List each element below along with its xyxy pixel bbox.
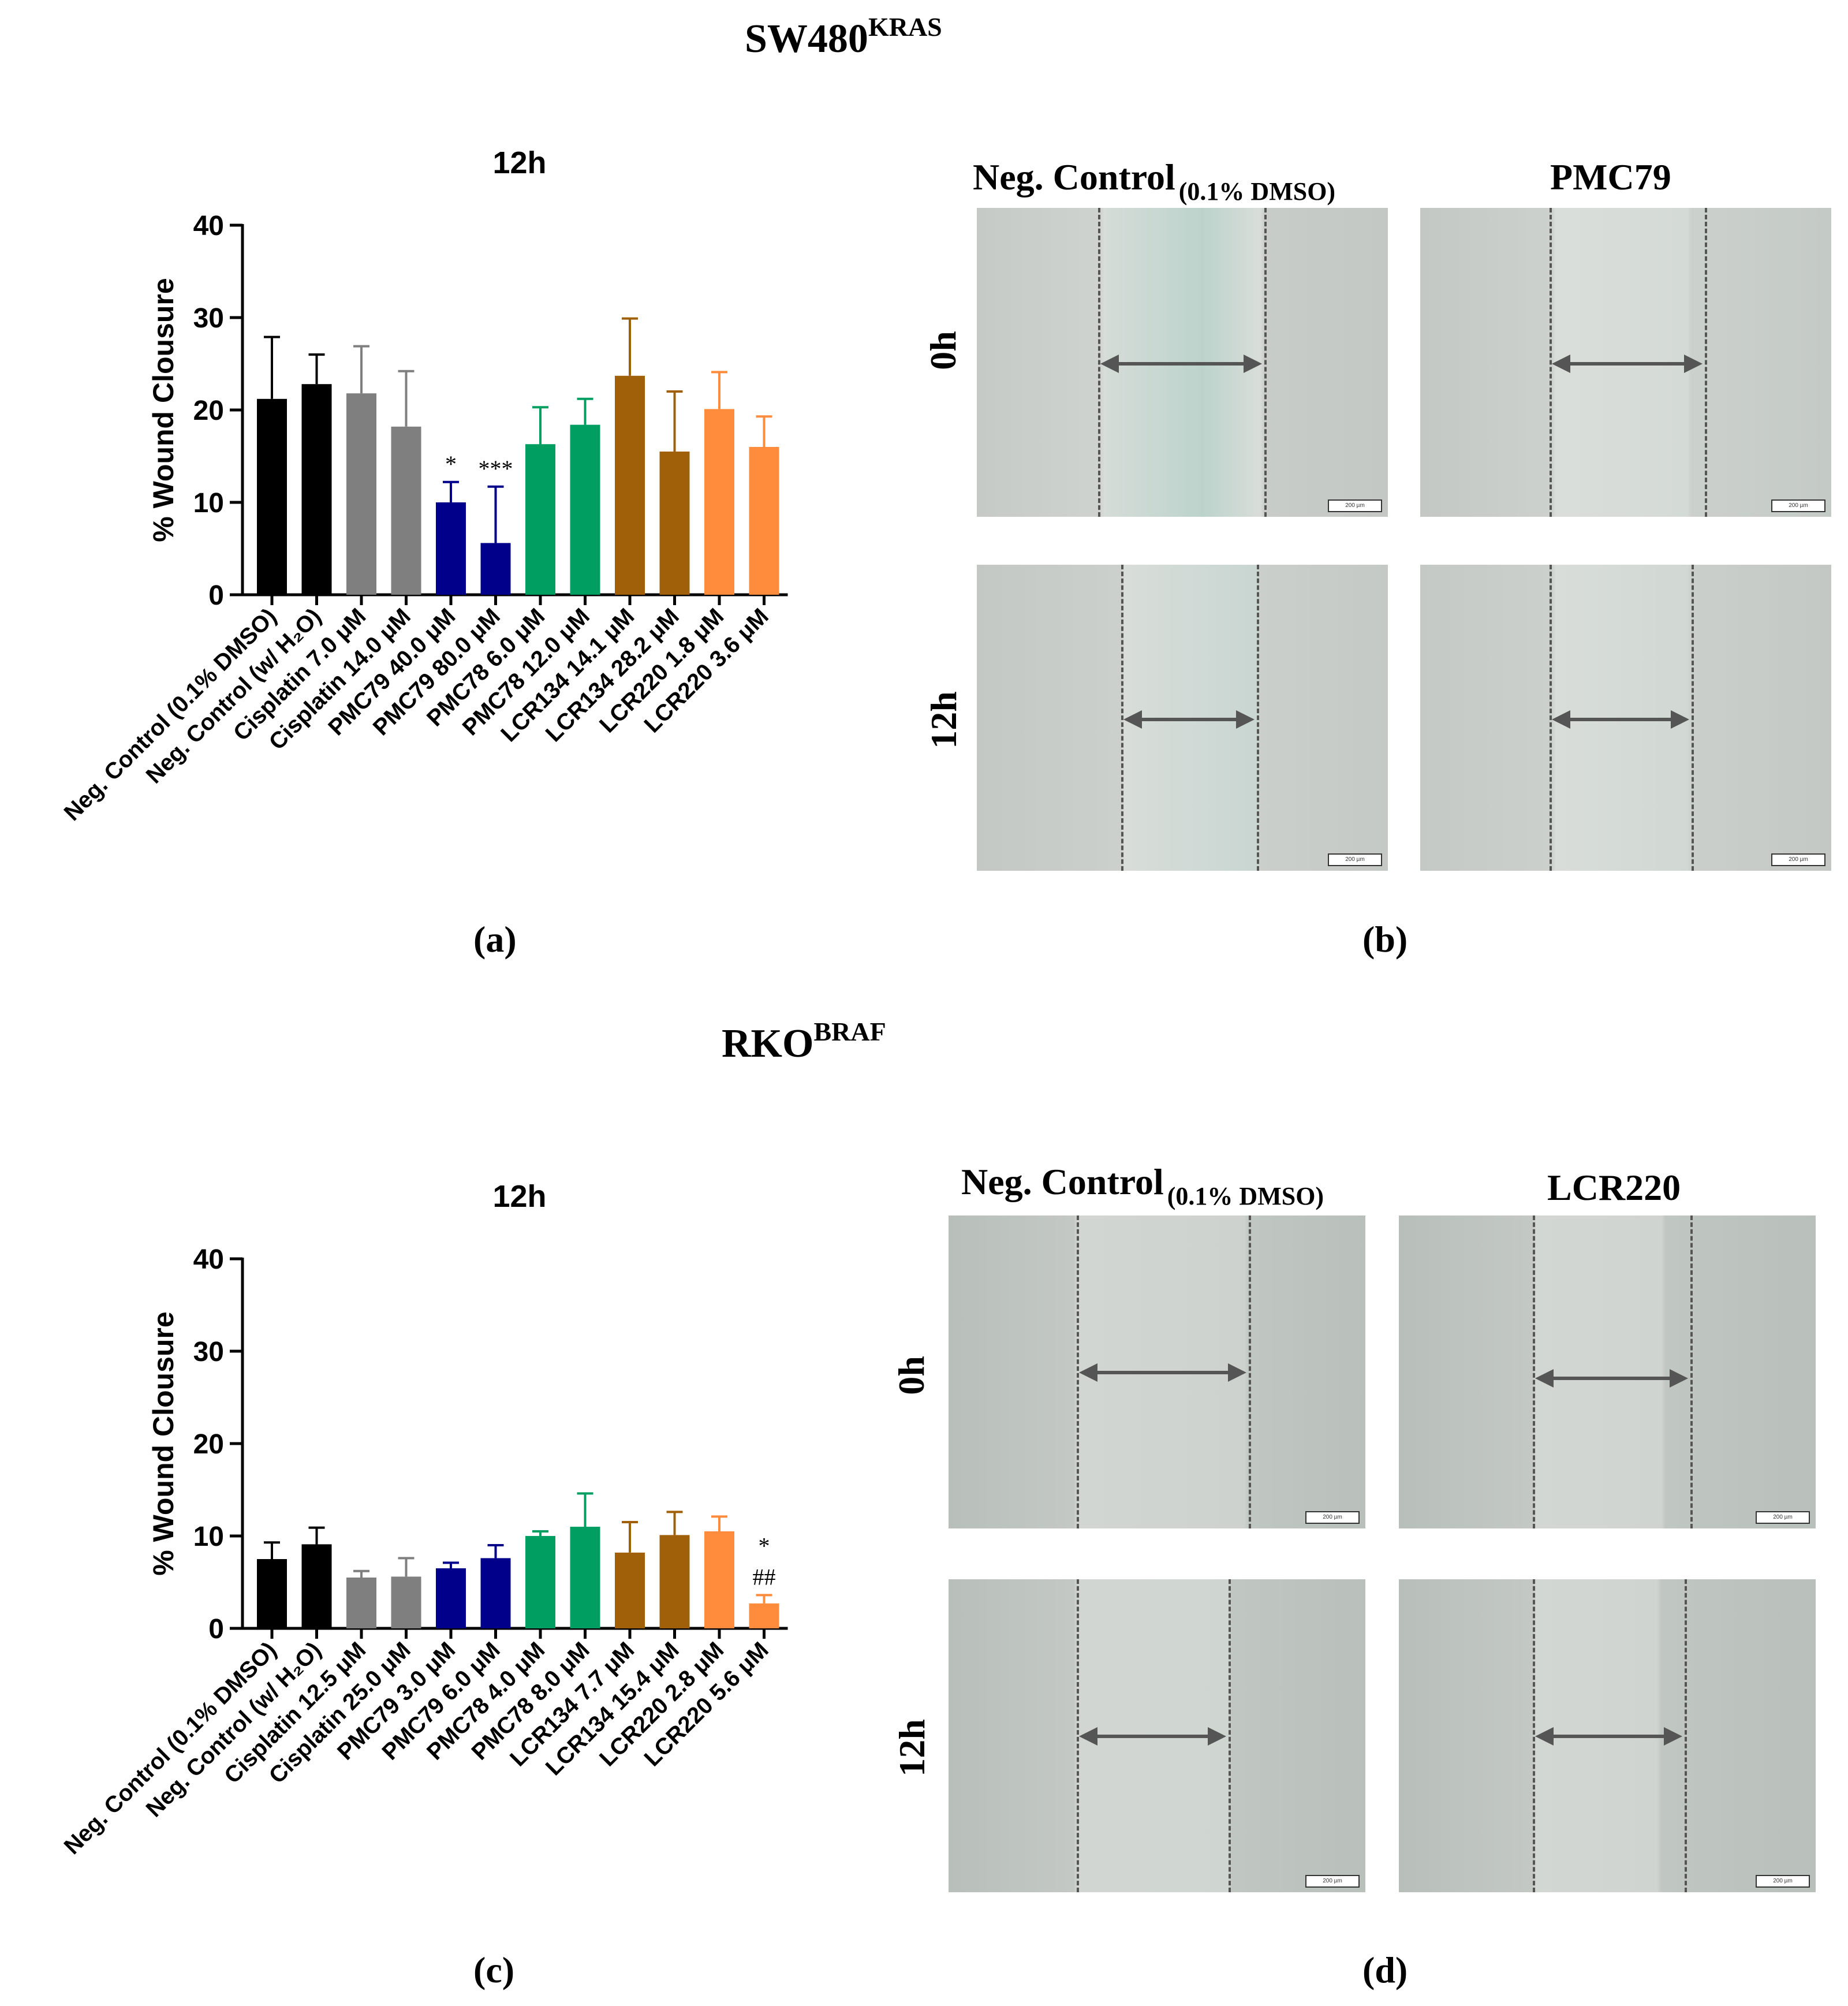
bar <box>480 1558 511 1628</box>
bar <box>525 444 555 595</box>
bar <box>749 1603 779 1628</box>
micrograph-rko-lcr220-12h: 200 µm <box>1399 1579 1816 1892</box>
section-title-sw480: SW480KRAS <box>745 12 942 61</box>
row-label-12h-1: 12h <box>923 691 964 749</box>
chart-title: 12h <box>492 1179 546 1214</box>
bar <box>257 398 287 595</box>
micro-title-pmc79: PMC79 <box>1550 156 1671 197</box>
bar-chart-rko: 12h % Wound Clousure 0 10 20 30 40 Neg. Control… <box>59 1179 788 1859</box>
panel-label-c: (c) <box>473 1949 515 1990</box>
bar <box>301 384 332 595</box>
panel-label-b: (b) <box>1362 919 1408 960</box>
y-tick-label: 20 <box>193 396 224 426</box>
bar <box>391 426 421 595</box>
y-axis-label: % Wound Clousure <box>147 1311 180 1575</box>
significance-annotation: * <box>759 1533 770 1558</box>
bar <box>704 1531 734 1628</box>
bar <box>659 452 690 595</box>
scale-bar: 200 µm <box>1756 1875 1810 1888</box>
micrograph-sw480-pmc79-12h: 200 µm <box>1420 565 1831 871</box>
bar <box>525 1536 555 1628</box>
y-tick-label: 0 <box>208 580 224 611</box>
bar <box>346 1578 376 1628</box>
chart-title: 12h <box>492 146 546 180</box>
micro-title-neg-control-2: Neg. Control (0.1% DMSO) <box>961 1161 1324 1210</box>
bar <box>257 1559 287 1628</box>
scale-bar: 200 µm <box>1328 499 1382 512</box>
significance-annotation: * <box>445 451 457 477</box>
section-title-rko: RKOBRAF <box>722 1017 886 1066</box>
x-tick-label: Neg. Control (w/ H₂O) <box>141 1637 326 1822</box>
bar <box>346 393 376 595</box>
y-axis-label: % Wound Clousure <box>147 278 180 542</box>
micro-title-lcr220: LCR220 <box>1547 1167 1681 1208</box>
bar <box>704 409 734 595</box>
panel-label-a: (a) <box>473 919 517 960</box>
bar <box>615 1552 645 1628</box>
micrograph-rko-lcr220-0h: 200 µm <box>1399 1215 1816 1528</box>
y-tick-label: 20 <box>193 1429 224 1460</box>
y-tick-label: 30 <box>193 303 224 334</box>
scale-bar: 200 µm <box>1328 853 1382 866</box>
micro-title-neg-control-1: Neg. Control (0.1% DMSO) <box>973 156 1336 206</box>
bar <box>749 447 779 595</box>
scale-bar: 200 µm <box>1305 1875 1360 1888</box>
scale-bar: 200 µm <box>1305 1511 1360 1524</box>
bar <box>570 424 600 595</box>
significance-annotation: ## <box>753 1564 776 1590</box>
bar <box>301 1544 332 1628</box>
micrograph-sw480-control-0h: 200 µm <box>977 208 1388 517</box>
row-label-12h-2: 12h <box>891 1719 932 1777</box>
bar <box>615 375 645 595</box>
bar <box>570 1527 600 1628</box>
y-tick-label: 40 <box>193 1244 224 1275</box>
scale-bar: 200 µm <box>1771 853 1825 866</box>
panel-label-d: (d) <box>1362 1949 1408 1990</box>
y-tick-label: 40 <box>193 211 224 241</box>
scale-bar: 200 µm <box>1771 499 1825 512</box>
micrograph-rko-control-0h: 200 µm <box>949 1215 1365 1528</box>
bar <box>391 1576 421 1628</box>
bar <box>436 502 466 595</box>
y-tick-label: 10 <box>193 1522 224 1552</box>
scale-bar: 200 µm <box>1756 1511 1810 1524</box>
row-label-0h-1: 0h <box>922 331 964 370</box>
row-label-0h-2: 0h <box>890 1356 932 1395</box>
bar <box>659 1535 690 1628</box>
micrograph-sw480-control-12h: 200 µm <box>977 565 1388 871</box>
y-tick-label: 30 <box>193 1337 224 1367</box>
bar <box>480 543 511 595</box>
micrograph-sw480-pmc79-0h: 200 µm <box>1420 208 1831 517</box>
bar <box>436 1568 466 1628</box>
y-tick-label: 10 <box>193 488 224 519</box>
bar-chart-sw480: 12h % Wound Clousure 0 10 20 30 40 Neg. Control… <box>59 146 788 826</box>
micrograph-rko-control-12h: 200 µm <box>949 1579 1365 1892</box>
significance-annotation: *** <box>479 456 513 482</box>
x-tick-label: Neg. Control (w/ H₂O) <box>141 603 326 788</box>
y-tick-label: 0 <box>208 1614 224 1645</box>
